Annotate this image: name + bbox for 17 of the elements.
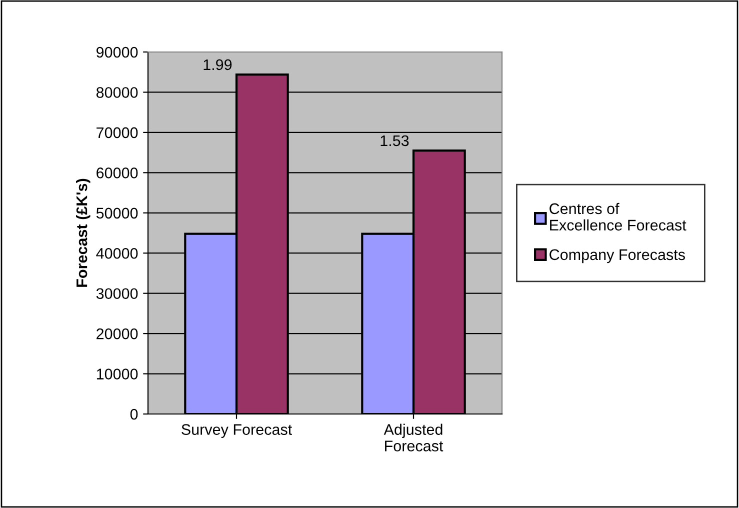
y-tick-label: 40000 bbox=[96, 248, 138, 259]
x-tick-label: Survey Forecast bbox=[182, 424, 292, 438]
y-tick-label: 0 bbox=[130, 408, 138, 420]
annotation: 1.53 bbox=[380, 135, 409, 146]
y-tick-label: 50000 bbox=[96, 208, 138, 219]
y-tick-label: 60000 bbox=[96, 168, 138, 178]
y-tick-label: 10000 bbox=[96, 368, 138, 380]
y-tick-label: 20000 bbox=[96, 328, 138, 340]
y-tick-label: 70000 bbox=[96, 127, 138, 138]
y-tick-label: 30000 bbox=[96, 288, 138, 300]
annotation: 1.99 bbox=[204, 59, 232, 70]
legend-label: Company Forecasts bbox=[550, 249, 685, 264]
x-tick-label: Adjusted Forecast bbox=[384, 424, 444, 452]
legend-label: Centres of Excellence Forecast bbox=[550, 202, 686, 231]
y-axis-title: Forecast (£K's) bbox=[76, 178, 90, 287]
y-tick-label: 80000 bbox=[96, 87, 138, 98]
y-tick-label: 90000 bbox=[96, 46, 138, 58]
